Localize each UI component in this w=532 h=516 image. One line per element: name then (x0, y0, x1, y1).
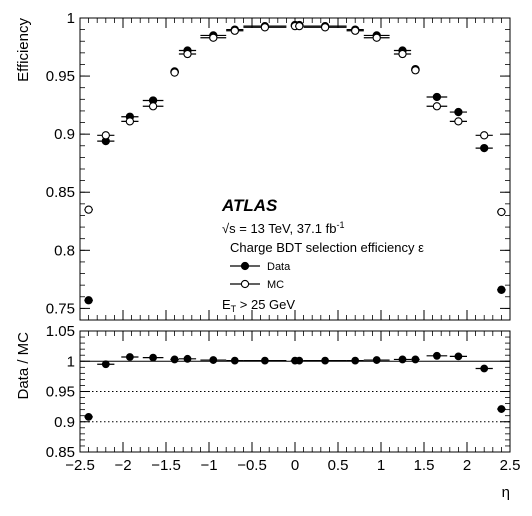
mc-point (497, 207, 506, 217)
ratio-point (295, 356, 304, 365)
y-tick-label: 1 (67, 10, 75, 27)
x-tick-label: 0 (291, 457, 299, 474)
atlas-label: ATLAS (221, 196, 278, 215)
y-tick-label: 0.75 (46, 300, 75, 317)
mc-point (148, 102, 158, 111)
mc-point (454, 117, 463, 126)
legend-data-label: Data (267, 261, 291, 273)
mc-point (432, 102, 442, 111)
ratio-point (321, 356, 330, 365)
energy-lumi-label: √s = 13 TeV, 37.1 fb-1 (222, 220, 345, 236)
x-tick-label: −1 (200, 457, 217, 474)
y-tick-label: 0.85 (46, 184, 75, 201)
ratio-point (351, 356, 360, 365)
ratio-point (454, 352, 463, 361)
legend-mc-label: MC (267, 279, 284, 291)
legend-mc-marker (240, 279, 250, 289)
mc-point (260, 23, 270, 32)
x-tick-label: −2.5 (65, 457, 95, 474)
et-subscript: T (231, 304, 237, 314)
lumi-exponent: -1 (336, 220, 344, 230)
mc-point (84, 205, 93, 214)
data-point (497, 285, 506, 294)
ratio-point (497, 405, 506, 413)
y-axis-label-efficiency: Efficiency (15, 18, 32, 82)
ratio-point (433, 351, 441, 360)
ratio-point (170, 355, 179, 364)
x-tick-label: −2 (114, 457, 131, 474)
energy-text: √s = 13 TeV, 37.1 fb (222, 221, 336, 236)
legend: Data MC (230, 261, 291, 291)
y-tick-label: 0.95 (46, 384, 75, 401)
ratio-point (84, 413, 93, 421)
x-axis-label-eta: η (502, 484, 510, 501)
mc-point (372, 33, 381, 42)
mc-point (101, 131, 110, 140)
y-tick-label: 0.95 (46, 68, 75, 85)
data-point (432, 92, 442, 102)
x-tick-label: 1.5 (414, 457, 435, 474)
legend-data-marker (240, 261, 250, 271)
mc-point (170, 68, 179, 77)
x-tick-label: −1.5 (151, 457, 181, 474)
mc-point (398, 49, 407, 59)
mc-point (230, 26, 239, 35)
mc-point (295, 21, 304, 31)
x-tick-label: 0.5 (328, 457, 349, 474)
ratio-point (398, 355, 407, 364)
ratio-point (101, 360, 110, 369)
top-plot-frame (79, 17, 511, 321)
ratio-point (480, 364, 489, 373)
x-tick-label: −0.5 (237, 457, 267, 474)
et-symbol: E (222, 297, 231, 312)
x-tick-label: 2.5 (500, 457, 521, 474)
et-cut-label: ET > 25 GeV (222, 297, 295, 314)
y-tick-label: 0.8 (54, 242, 75, 259)
ratio-point (372, 356, 381, 364)
mc-point (480, 131, 489, 140)
ratio-panel: 0.85 0.9 0.95 1 1.05 −2.5 −2 −1.5 −1 −0.5 0 0.5 1 1.… (15, 323, 520, 501)
y-axis-label-ratio: Data / MC (15, 332, 32, 400)
data-point (84, 296, 93, 305)
mc-point (209, 33, 218, 42)
mc-point (125, 117, 135, 126)
ratio-point (261, 356, 269, 365)
mc-point (183, 49, 192, 59)
ratio-point (411, 355, 420, 364)
ratio-point (183, 354, 192, 363)
data-point (454, 107, 463, 117)
y-tick-label: 1.05 (46, 323, 75, 340)
efficiency-panel: 0.75 0.8 0.85 0.9 0.95 1 Efficiency ATLAS √s … (15, 10, 511, 321)
mc-point (320, 23, 330, 32)
y-tick-label: 0.9 (54, 126, 75, 143)
y-tick-label: 0.85 (46, 444, 75, 461)
y-tick-label: 1 (67, 353, 75, 370)
mc-point (351, 26, 360, 35)
ratio-point (125, 353, 134, 361)
ratio-point (149, 353, 158, 362)
et-threshold: > 25 GeV (236, 297, 295, 312)
data-point (480, 143, 489, 153)
x-tick-label: 1 (377, 457, 385, 474)
ratio-point (230, 356, 239, 365)
mc-point (411, 66, 420, 75)
x-tick-label: 2 (463, 457, 471, 474)
ratio-point (209, 356, 218, 364)
selection-label: Charge BDT selection efficiency ε (230, 240, 424, 255)
y-tick-label: 0.9 (54, 414, 75, 431)
